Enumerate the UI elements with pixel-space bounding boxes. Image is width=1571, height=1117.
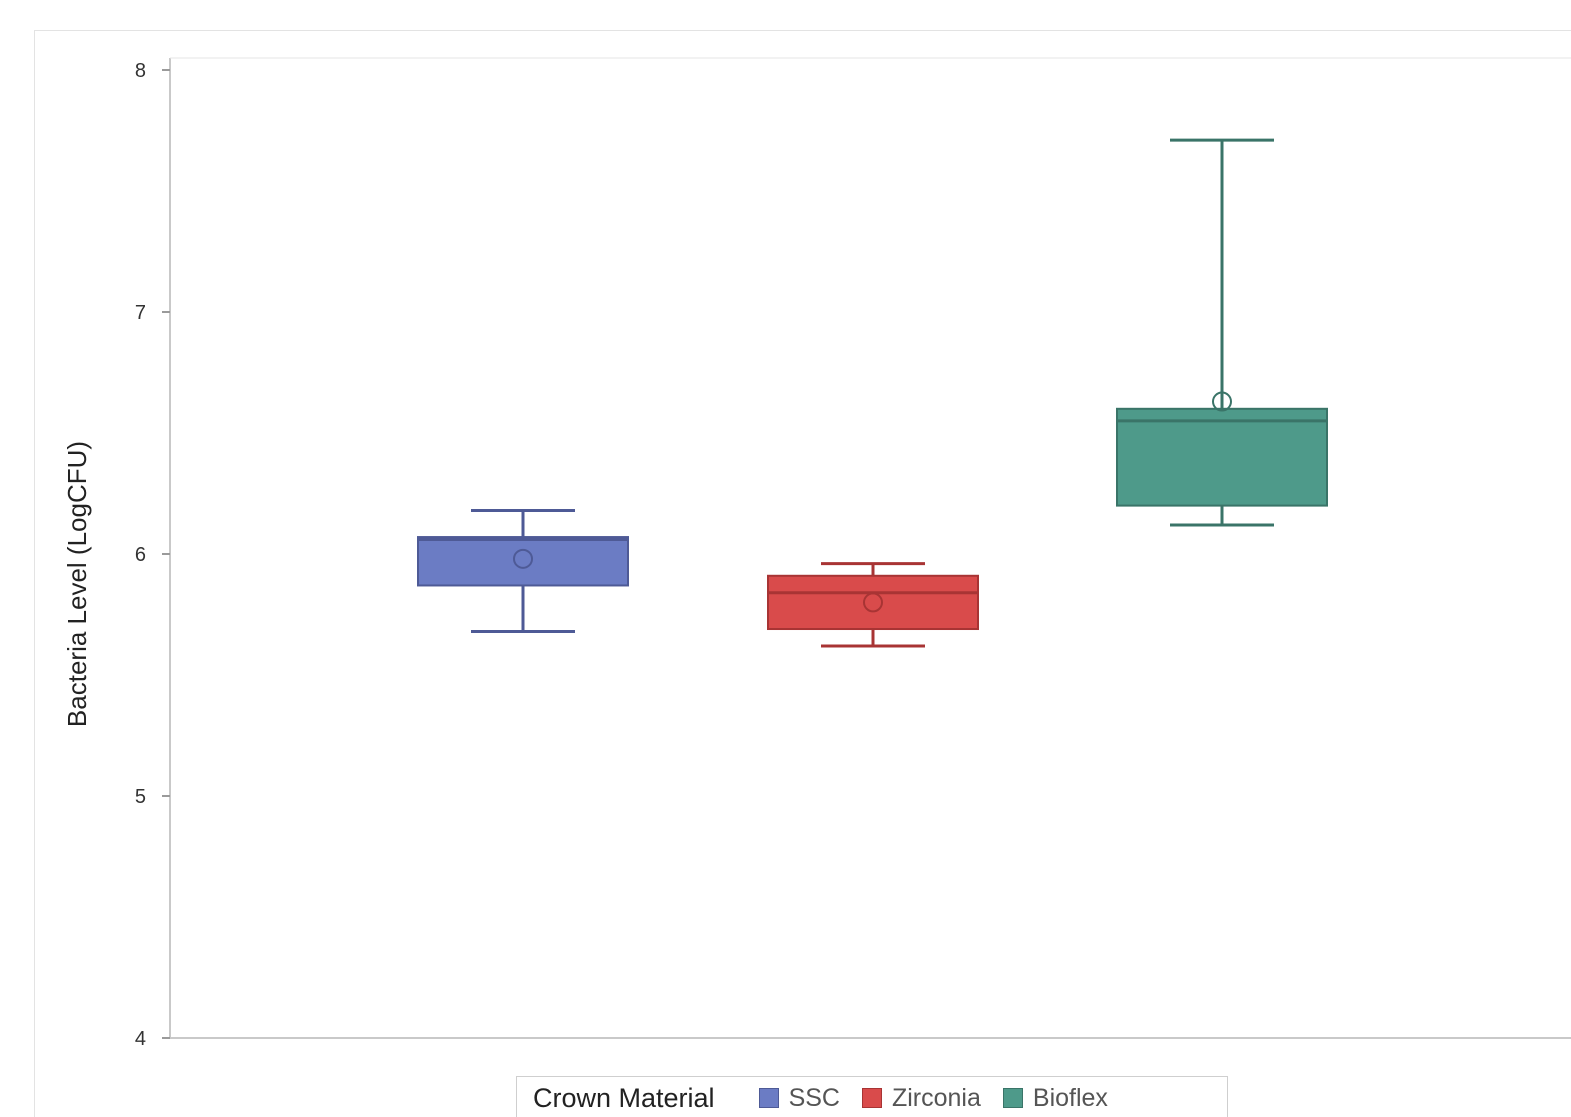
legend-label-bioflex: Bioflex (1032, 1083, 1108, 1112)
y-axis-title: Bacteria Level (LogCFU) (62, 441, 92, 727)
mean-marker (863, 592, 883, 613)
y-tick-label: 8 (135, 60, 146, 82)
legend-label-zirconia: Zirconia (891, 1083, 981, 1112)
box-bioflex (1116, 138, 1328, 527)
legend-label-ssc: SSC (788, 1083, 840, 1112)
legend-title: Crown Material (533, 1082, 715, 1113)
y-tick-label: 7 (135, 302, 146, 324)
axes-layer (169, 57, 1571, 1039)
box-body (417, 536, 629, 587)
legend-swatch-bioflex (1002, 1088, 1023, 1108)
y-tick-label: 6 (135, 544, 146, 566)
box-body (1116, 407, 1328, 507)
chart-frame (34, 30, 1571, 1117)
legend-item-zirconia: Zirconia (861, 1083, 981, 1113)
legend-item-bioflex: Bioflex (1002, 1083, 1108, 1113)
y-tick-label: 5 (135, 786, 146, 808)
y-ticks-layer: 4 5 6 7 8 (135, 60, 170, 1050)
box-zirconia (767, 562, 979, 648)
legend-item-ssc: SSC (758, 1083, 840, 1113)
box-body (767, 574, 979, 631)
box-ssc (417, 508, 629, 633)
legend: Crown Material SSC Zirconia Bioflex (516, 1076, 1228, 1117)
mean-marker (513, 548, 533, 569)
legend-swatch-zirconia (861, 1088, 882, 1108)
boxes-layer (417, 138, 1328, 648)
mean-marker (1212, 391, 1232, 412)
legend-swatch-ssc (758, 1088, 779, 1108)
y-tick-label: 4 (135, 1028, 146, 1050)
